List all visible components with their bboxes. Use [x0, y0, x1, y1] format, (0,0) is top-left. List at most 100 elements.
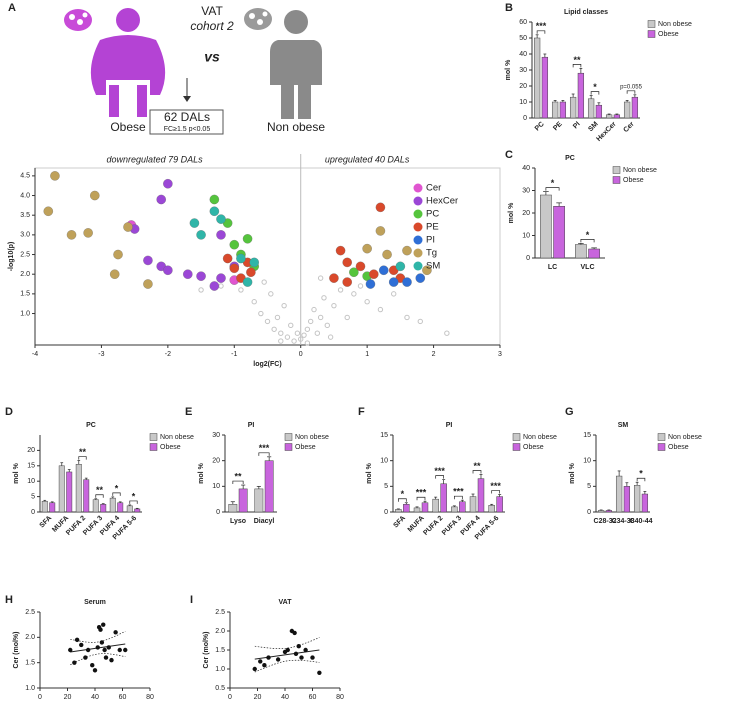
- background-point: [321, 295, 327, 301]
- y-tick-label: 1.5: [215, 647, 225, 654]
- confidence-band: [254, 659, 320, 673]
- vat-label: VAT: [201, 4, 223, 18]
- point: [275, 657, 281, 662]
- obese-body: [90, 35, 166, 95]
- point: [123, 222, 133, 232]
- point: [43, 206, 54, 217]
- significance-label: *: [639, 469, 643, 479]
- y-tick-label: 15: [583, 432, 591, 439]
- y-tick-label: 20: [212, 458, 220, 465]
- adipocyte-icon: [257, 19, 263, 25]
- legend-marker: [413, 196, 423, 206]
- point: [258, 659, 263, 664]
- y-tick-label: 30: [522, 187, 530, 194]
- y-tick-label: 0: [31, 509, 35, 516]
- y-tick-label: 10: [380, 458, 388, 465]
- point: [163, 265, 173, 276]
- legend-label: Non obese: [523, 434, 557, 441]
- point: [388, 277, 399, 287]
- adipocyte-icon: [262, 11, 268, 17]
- significance-bracket: [416, 496, 426, 501]
- y-tick-label: 30: [212, 432, 220, 439]
- x-tick-label: 2: [432, 351, 436, 358]
- point: [83, 228, 93, 238]
- point: [402, 245, 412, 256]
- bar: [126, 505, 133, 513]
- background-point: [307, 318, 314, 325]
- y-tick-label: 30: [519, 67, 527, 74]
- point: [90, 663, 95, 668]
- bar: [451, 506, 458, 513]
- chart-title: PC: [565, 155, 575, 162]
- significance-bracket: [435, 475, 445, 479]
- bar: [569, 96, 577, 119]
- bar: [100, 504, 107, 513]
- background-point: [301, 332, 307, 338]
- significance-bracket: [258, 452, 270, 456]
- point: [50, 171, 60, 181]
- y-tick-label: 2.0: [25, 634, 35, 641]
- point: [143, 255, 153, 266]
- vs-label: vs: [204, 49, 220, 65]
- significance-bracket: [536, 30, 546, 34]
- y-tick-label: 5: [587, 483, 591, 490]
- point: [99, 640, 105, 645]
- background-point: [311, 306, 317, 313]
- point: [196, 271, 206, 281]
- point: [262, 663, 267, 668]
- bar: [623, 486, 631, 513]
- legend-marker: [413, 235, 423, 245]
- point: [183, 269, 193, 279]
- nonobese-body: [270, 40, 322, 85]
- background-point: [304, 340, 311, 346]
- bar: [75, 464, 82, 513]
- point: [249, 257, 259, 268]
- point: [117, 647, 122, 653]
- point: [365, 279, 376, 289]
- background-point: [274, 314, 281, 321]
- point: [285, 647, 290, 653]
- chart-title: SM: [618, 422, 629, 429]
- legend-label: PI: [426, 235, 435, 246]
- x-tick-label: 0: [299, 351, 303, 358]
- panel-label: E: [185, 406, 192, 418]
- nonobese-leg: [281, 85, 294, 119]
- y-tick-label: 4.5: [20, 173, 30, 180]
- panel-label: G: [565, 406, 574, 418]
- legend-marker: [413, 183, 423, 193]
- legend-label: Obese: [523, 444, 544, 451]
- y-tick-label: 20: [522, 210, 530, 217]
- bar: [117, 502, 124, 513]
- point: [66, 230, 77, 240]
- legend-label: Non obese: [623, 167, 657, 174]
- legend-label: Non obese: [658, 21, 692, 28]
- x-tick-label: VLC: [581, 264, 595, 271]
- chart-title: PI: [446, 422, 453, 429]
- point: [222, 253, 233, 264]
- bar: [109, 497, 116, 513]
- point: [72, 660, 77, 665]
- point: [246, 267, 256, 277]
- y-tick-label: 3.5: [20, 212, 30, 219]
- point: [83, 655, 88, 660]
- y-tick-label: 5: [384, 483, 388, 490]
- point: [349, 267, 359, 277]
- legend-swatch: [657, 443, 666, 451]
- x-tick-label: 0: [38, 694, 42, 701]
- significance-label: ***: [536, 21, 547, 31]
- bar: [631, 96, 639, 119]
- background-point: [264, 318, 271, 325]
- background-point: [261, 279, 267, 285]
- point: [209, 206, 220, 217]
- y-axis-label: mol %: [366, 462, 373, 483]
- significance-bracket: [232, 480, 244, 485]
- bar: [254, 488, 264, 513]
- bar: [575, 244, 587, 259]
- legend-marker: [413, 209, 423, 219]
- legend-label: Non obese: [295, 434, 329, 441]
- legend-marker: [413, 261, 423, 271]
- bar: [641, 493, 649, 513]
- legend-marker: [413, 222, 423, 232]
- significance-label: **: [234, 471, 242, 481]
- bar: [633, 485, 641, 513]
